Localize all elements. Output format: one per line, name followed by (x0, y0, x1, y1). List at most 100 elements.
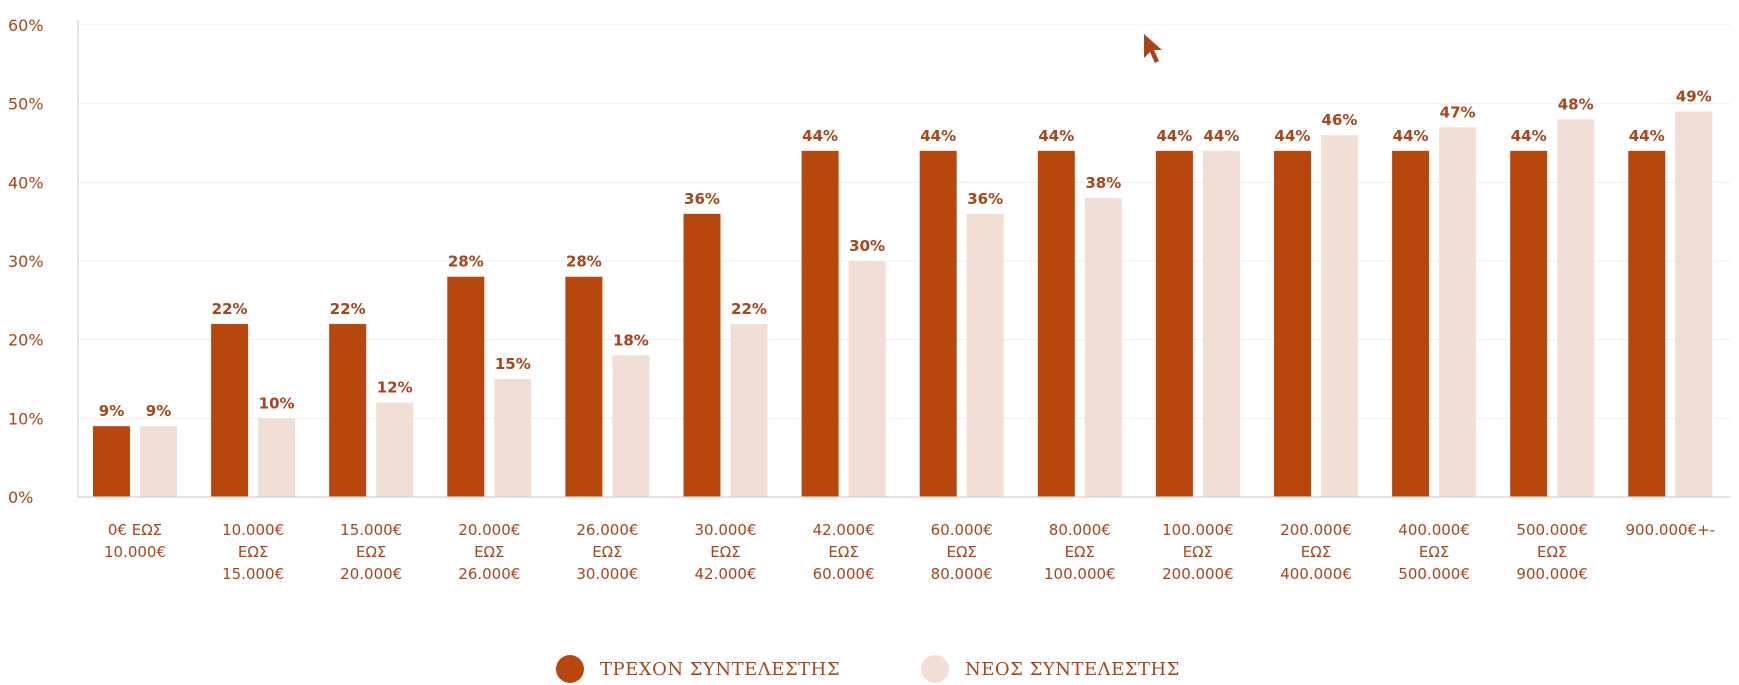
data-label-new-rate: 49% (1676, 88, 1712, 106)
y-tick-label: 10% (8, 409, 44, 428)
bar-current-rate (1392, 150, 1430, 497)
x-tick-label: 10.000€ (222, 521, 284, 539)
x-tick-label: 20.000€ (458, 521, 520, 539)
x-tick-label: 30.000€ (694, 521, 756, 539)
x-tick-label: 15.000€ (340, 521, 402, 539)
x-tick-label: 60.000€ (813, 565, 875, 583)
x-tick-label: 200.000€ (1280, 521, 1352, 539)
x-tick-label: 20.000€ (340, 565, 402, 583)
x-tick-label: 200.000€ (1162, 565, 1234, 583)
x-tick-label: 15.000€ (222, 565, 284, 583)
legend-marker-new-rate (921, 655, 949, 683)
x-tick-label: ΕΩΣ (710, 543, 740, 561)
x-tick-label: ΕΩΣ (592, 543, 622, 561)
data-label-current-rate: 9% (99, 402, 124, 420)
x-tick-label: ΕΩΣ (238, 543, 268, 561)
data-label-current-rate: 44% (920, 127, 956, 145)
bar-current-rate (329, 323, 367, 497)
data-label-current-rate: 22% (330, 300, 366, 318)
x-tick-label: 42.000€ (694, 565, 756, 583)
y-tick-label: 0% (8, 488, 33, 507)
legend-label-new-rate: ΝΕΟΣ ΣΥΝΤΕΛΕΣΤΗΣ (965, 659, 1180, 680)
legend: ΤΡΕΧΟΝ ΣΥΝΤΕΛΕΣΤΗΣ ΝΕΟΣ ΣΥΝΤΕΛΕΣΤΗΣ (556, 655, 1180, 683)
data-label-new-rate: 47% (1440, 103, 1476, 121)
data-label-new-rate: 12% (377, 379, 413, 397)
data-label-new-rate: 18% (613, 331, 649, 349)
x-tick-label: ΕΩΣ (1065, 543, 1095, 561)
x-tick-label: 80.000€ (1049, 521, 1111, 539)
bar-current-rate (1155, 150, 1193, 497)
bar-new-rate (1675, 111, 1713, 498)
bar-new-rate (1439, 127, 1477, 498)
data-label-new-rate: 36% (967, 190, 1003, 208)
x-tick-label: ΕΩΣ (828, 543, 858, 561)
data-label-new-rate: 15% (495, 355, 531, 373)
y-tick-label: 40% (8, 173, 44, 192)
bar-new-rate (1557, 119, 1595, 498)
bar-new-rate (1084, 198, 1122, 498)
x-axis: 0€ ΕΩΣ 10.000€ 10.000€ ΕΩΣ 15.000€ 15.000€ ΕΩΣ… (78, 496, 1730, 583)
mouse-cursor-icon (1144, 34, 1162, 63)
data-label-current-rate: 36% (684, 190, 720, 208)
bar-new-rate (1202, 150, 1240, 497)
bar-current-rate (565, 276, 603, 497)
legend-label-current-rate: ΤΡΕΧΟΝ ΣΥΝΤΕΛΕΣΤΗΣ (600, 659, 840, 680)
x-tick-label: ΕΩΣ (946, 543, 976, 561)
grid-layer (78, 24, 1730, 419)
bar-current-rate (211, 323, 249, 497)
data-label-current-rate: 44% (1511, 127, 1547, 145)
data-label-new-rate: 48% (1558, 95, 1594, 113)
bar-current-rate (683, 213, 721, 498)
data-label-current-rate: 44% (1393, 127, 1429, 145)
x-tick-label: 10.000€ (104, 543, 166, 561)
y-tick-label: 60% (8, 16, 44, 35)
x-tick-label: 26.000€ (576, 521, 638, 539)
bar-new-rate (730, 323, 768, 497)
x-tick-label: ΕΩΣ (1419, 543, 1449, 561)
x-tick-label: 60.000€ (931, 521, 993, 539)
data-label-current-rate: 28% (566, 253, 602, 271)
bar-new-rate (494, 379, 532, 497)
data-label-new-rate: 30% (849, 237, 885, 255)
data-label-current-rate: 22% (212, 300, 248, 318)
bar-new-rate (966, 213, 1004, 498)
bar-new-rate (258, 418, 296, 497)
x-tick-label: ΕΩΣ (474, 543, 504, 561)
y-axis: 0% 10% 20% 30% 40% 50% 60% (8, 16, 79, 507)
x-tick-label: 900.000€ (1516, 565, 1588, 583)
bar-current-rate (1037, 150, 1075, 497)
data-label-current-rate: 44% (802, 127, 838, 145)
data-label-new-rate: 22% (731, 300, 767, 318)
data-label-current-rate: 44% (1275, 127, 1311, 145)
data-label-new-rate: 46% (1322, 111, 1358, 129)
x-tick-label: 400.000€ (1280, 565, 1352, 583)
bar-current-rate (447, 276, 485, 497)
bar-current-rate (93, 426, 130, 497)
x-tick-label: 0€ ΕΩΣ (108, 521, 162, 539)
x-tick-label: ΕΩΣ (1537, 543, 1567, 561)
data-label-current-rate: 44% (1629, 127, 1665, 145)
x-tick-label: ΕΩΣ (1301, 543, 1331, 561)
x-tick-label: 400.000€ (1398, 521, 1470, 539)
data-labels-layer: 9% 9% 22% 10% 22% 12% 28% 15% 28% 18% 36% 22% 44% 30%… (99, 88, 1712, 421)
y-tick-label: 20% (8, 331, 44, 350)
x-tick-label: 100.000€ (1044, 565, 1116, 583)
x-tick-label: ΕΩΣ (1183, 543, 1213, 561)
data-label-current-rate: 44% (1038, 127, 1074, 145)
data-label-current-rate: 28% (448, 253, 484, 271)
x-tick-label: 42.000€ (813, 521, 875, 539)
x-tick-label: 80.000€ (931, 565, 993, 583)
data-label-new-rate: 10% (259, 394, 295, 412)
bar-current-rate (801, 150, 839, 497)
x-tick-label: 26.000€ (458, 565, 520, 583)
y-tick-label: 30% (8, 252, 44, 271)
x-tick-label: 30.000€ (576, 565, 638, 583)
bar-current-rate (1274, 150, 1311, 497)
data-label-new-rate: 38% (1085, 174, 1121, 192)
x-tick-label: 900.000€+- (1626, 521, 1716, 539)
x-tick-label: 500.000€ (1516, 521, 1588, 539)
bars-layer (93, 111, 1713, 498)
data-label-new-rate: 9% (146, 402, 171, 420)
